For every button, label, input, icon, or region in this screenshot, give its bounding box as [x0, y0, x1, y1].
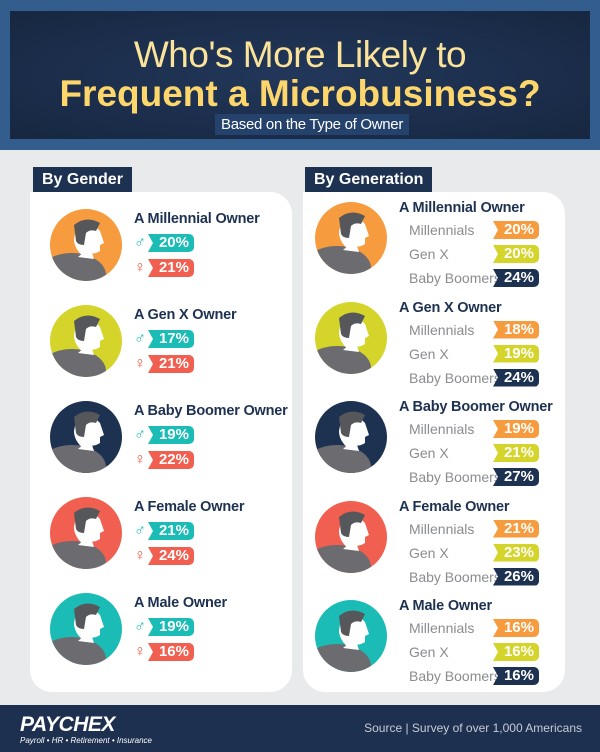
male-icon: ♂ [134, 618, 146, 635]
header-banner: Who's More Likely to Frequent a Microbus… [0, 0, 600, 150]
generation-percent-badge: 16% [493, 619, 539, 637]
owner-avatar [315, 401, 387, 473]
owner-avatar [315, 500, 387, 573]
generation-label: Gen X [409, 644, 449, 660]
paychex-logo: PAYCHEX [20, 713, 115, 736]
generation-percent-badge: 27% [493, 468, 539, 486]
female-icon: ♀ [134, 355, 146, 372]
owner-title: A Gen X Owner [399, 299, 502, 316]
subtitle: Based on the Type of Owner [215, 114, 410, 135]
owner-title: A Millennial Owner [134, 211, 260, 227]
generation-percent-badge: 16% [493, 667, 539, 685]
generation-percent-badge: 24% [493, 368, 539, 387]
owner-avatar [50, 497, 122, 569]
generation-percent-badge: 23% [493, 543, 539, 562]
generation-percent-badge: 21% [493, 444, 539, 462]
title-line-1: Who's More Likely to [133, 34, 467, 75]
male-percent-badge: 19% [148, 426, 194, 444]
female-percent-badge: 16% [148, 643, 194, 661]
generation-percent-badge: 19% [493, 344, 539, 363]
owner-avatar [315, 600, 387, 672]
owner-title: A Baby Boomer Owner [399, 399, 553, 415]
owner-title: A Millennial Owner [399, 200, 525, 216]
female-percent-badge: 21% [148, 259, 194, 277]
generation-label: Millennials [409, 222, 475, 238]
generation-label: Baby Boomers [409, 568, 501, 585]
gender-card: A Millennial Owner ♂ 20% ♀ 21% A Gen X Owner ♂… [30, 192, 292, 692]
header-panel: Who's More Likely to Frequent a Microbus… [10, 11, 590, 139]
generation-percent-badge: 19% [493, 420, 539, 438]
owner-avatar [50, 209, 122, 281]
male-icon: ♂ [134, 234, 146, 251]
owner-avatar [50, 401, 122, 473]
generation-percent-badge: 24% [493, 269, 539, 287]
generation-label: Baby Boomers [409, 668, 501, 684]
generation-percent-badge: 16% [493, 643, 539, 661]
footer: PAYCHEX Payroll • HR • Retirement • Insu… [0, 705, 600, 752]
owner-avatar [50, 305, 122, 377]
generation-label: Millennials [409, 620, 475, 636]
male-icon: ♂ [134, 522, 146, 539]
male-percent-badge: 19% [148, 618, 194, 636]
by-gender-label: By Gender [33, 167, 132, 192]
generation-label: Gen X [409, 544, 449, 561]
generation-label: Baby Boomers [409, 469, 501, 485]
owner-avatar [50, 593, 122, 665]
owner-avatar [315, 301, 387, 374]
generation-label: Millennials [409, 421, 475, 437]
generation-card: A Millennial Owner Millennials 20% Gen X 20%… [303, 192, 565, 692]
generation-label: Gen X [409, 246, 449, 262]
generation-label: Gen X [409, 345, 449, 362]
generation-label: Baby Boomers [409, 270, 501, 286]
owner-avatar [315, 202, 387, 274]
owner-title: A Gen X Owner [134, 307, 237, 323]
owner-title: A Male Owner [134, 595, 227, 611]
owner-title: A Male Owner [399, 598, 492, 614]
female-icon: ♀ [134, 643, 146, 660]
generation-label: Gen X [409, 445, 449, 461]
generation-percent-badge: 20% [493, 245, 539, 263]
logo-tagline: Payroll • HR • Retirement • Insurance [20, 736, 153, 745]
male-percent-badge: 17% [148, 330, 194, 348]
title-line-2: Frequent a Microbusiness? [59, 73, 541, 114]
generation-percent-badge: 20% [493, 221, 539, 239]
female-percent-badge: 22% [148, 451, 194, 469]
female-percent-badge: 21% [148, 355, 194, 373]
generation-percent-badge: 21% [493, 519, 539, 538]
male-icon: ♂ [134, 426, 146, 443]
owner-title: A Baby Boomer Owner [134, 403, 288, 419]
owner-title: A Female Owner [134, 499, 245, 515]
by-generation-label: By Generation [305, 167, 433, 192]
female-percent-badge: 24% [148, 547, 194, 565]
generation-percent-badge: 18% [493, 320, 539, 339]
owner-title: A Female Owner [399, 498, 510, 515]
male-icon: ♂ [134, 330, 146, 347]
source-note: Source | Survey of over 1,000 Americans [364, 721, 582, 735]
generation-percent-badge: 26% [493, 567, 539, 586]
female-icon: ♀ [134, 451, 146, 468]
generation-label: Baby Boomers [409, 369, 501, 386]
male-percent-badge: 21% [148, 522, 194, 540]
female-icon: ♀ [134, 547, 146, 564]
generation-label: Millennials [409, 321, 475, 338]
generation-label: Millennials [409, 520, 475, 537]
female-icon: ♀ [134, 259, 146, 276]
male-percent-badge: 20% [148, 234, 194, 252]
